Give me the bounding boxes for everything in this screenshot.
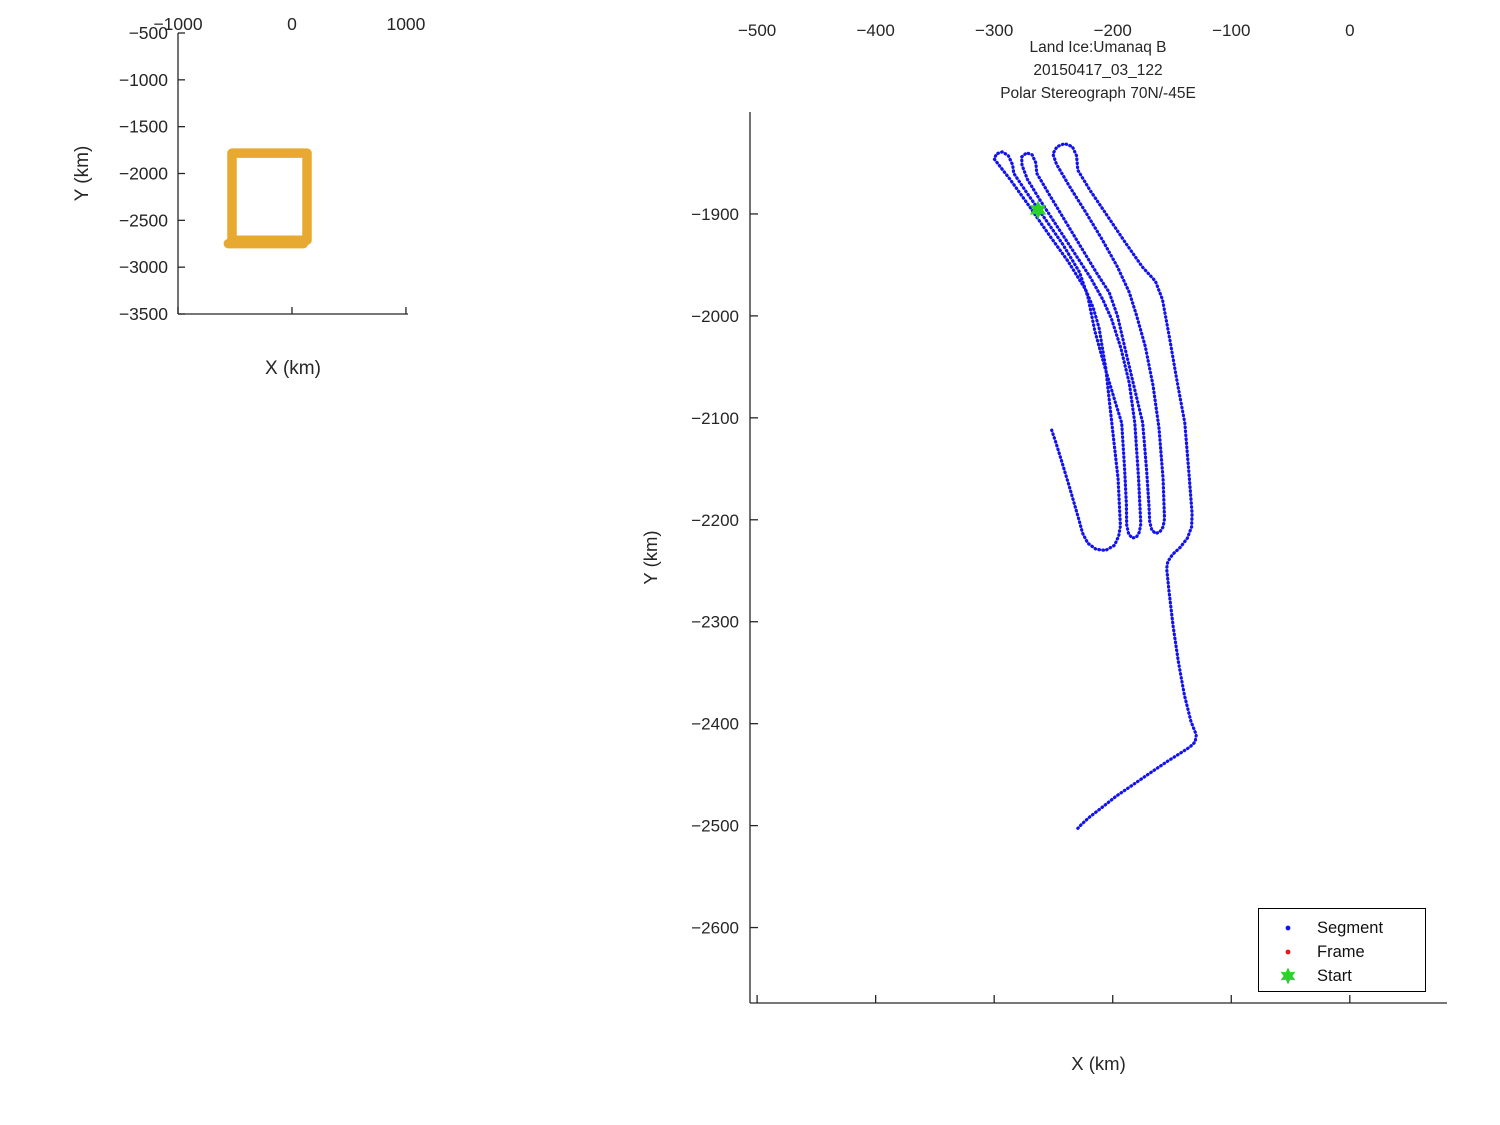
main-y-tick-label: −2500 bbox=[691, 817, 739, 836]
plot-title-line-2: 20150417_03_122 bbox=[1033, 62, 1163, 79]
hexagram-icon bbox=[1259, 966, 1317, 986]
legend-label: Segment bbox=[1317, 918, 1384, 937]
overview-y-tick-label: −2500 bbox=[119, 210, 168, 230]
main-y-tick-label: −2300 bbox=[691, 613, 739, 632]
main-y-tick-label: −2000 bbox=[691, 307, 739, 326]
overview-y-tick-label: −1000 bbox=[119, 70, 168, 90]
dot-icon bbox=[1259, 942, 1317, 962]
overview-coverage-box-path bbox=[227, 148, 312, 245]
legend-label: Start bbox=[1317, 966, 1352, 985]
plot-title: Land Ice:Umanaq B 20150417_03_122 Polar … bbox=[898, 36, 1298, 105]
legend-item-frame: Frame bbox=[1259, 940, 1425, 964]
dot-icon bbox=[1259, 918, 1317, 938]
legend-marker-glyph bbox=[1280, 967, 1296, 985]
legend-marker-glyph bbox=[1285, 925, 1291, 931]
overview-y-tick-label: −3500 bbox=[119, 304, 168, 324]
overview-x-tick-label: 1000 bbox=[386, 14, 425, 34]
overview-y-axis-label: Y (km) bbox=[72, 146, 93, 202]
overview-y-tick-label: −2000 bbox=[119, 164, 168, 184]
main-x-tick-label: −400 bbox=[857, 21, 895, 40]
main-y-tick-label: −1900 bbox=[691, 205, 739, 224]
main-y-tick-label: −2400 bbox=[691, 715, 739, 734]
dot-glyph bbox=[1285, 925, 1291, 931]
main-x-tick-label: −200 bbox=[1094, 21, 1132, 40]
main-x-tick-label: 0 bbox=[1345, 21, 1354, 40]
overview-x-axis-label: X (km) bbox=[265, 358, 321, 379]
main-y-tick-label: −2100 bbox=[691, 409, 739, 428]
main-x-axis-label: X (km) bbox=[1071, 1053, 1125, 1074]
main-x-tick-label: −100 bbox=[1212, 21, 1250, 40]
overview-x-tick-label: −1000 bbox=[153, 14, 202, 34]
plot-title-line-1: Land Ice:Umanaq B bbox=[1029, 39, 1167, 56]
legend-item-start: Start bbox=[1259, 964, 1425, 988]
dot-glyph bbox=[1285, 949, 1291, 955]
main-y-tick-label: −2600 bbox=[691, 919, 739, 938]
overview-y-tick-label: −3000 bbox=[119, 257, 168, 277]
legend-marker-glyph bbox=[1285, 949, 1291, 955]
main-y-axis-label: Y (km) bbox=[640, 530, 661, 584]
plot-title-line-3: Polar Stereograph 70N/-45E bbox=[1000, 85, 1196, 102]
legend-item-segment: Segment bbox=[1259, 916, 1425, 940]
main-y-tick-label: −2200 bbox=[691, 511, 739, 530]
main-segment-path bbox=[992, 142, 1198, 832]
hexagram-glyph bbox=[1280, 967, 1296, 985]
main-x-tick-label: −300 bbox=[975, 21, 1013, 40]
overview-y-tick-label: −500 bbox=[129, 23, 169, 43]
overview-x-tick-label: 0 bbox=[287, 14, 297, 34]
start-marker bbox=[1029, 200, 1047, 220]
overview-y-tick-label: −1500 bbox=[119, 117, 168, 137]
legend-label: Frame bbox=[1317, 942, 1365, 961]
main-x-tick-label: −500 bbox=[738, 21, 776, 40]
legend-box: Segment Frame Start bbox=[1258, 908, 1426, 992]
